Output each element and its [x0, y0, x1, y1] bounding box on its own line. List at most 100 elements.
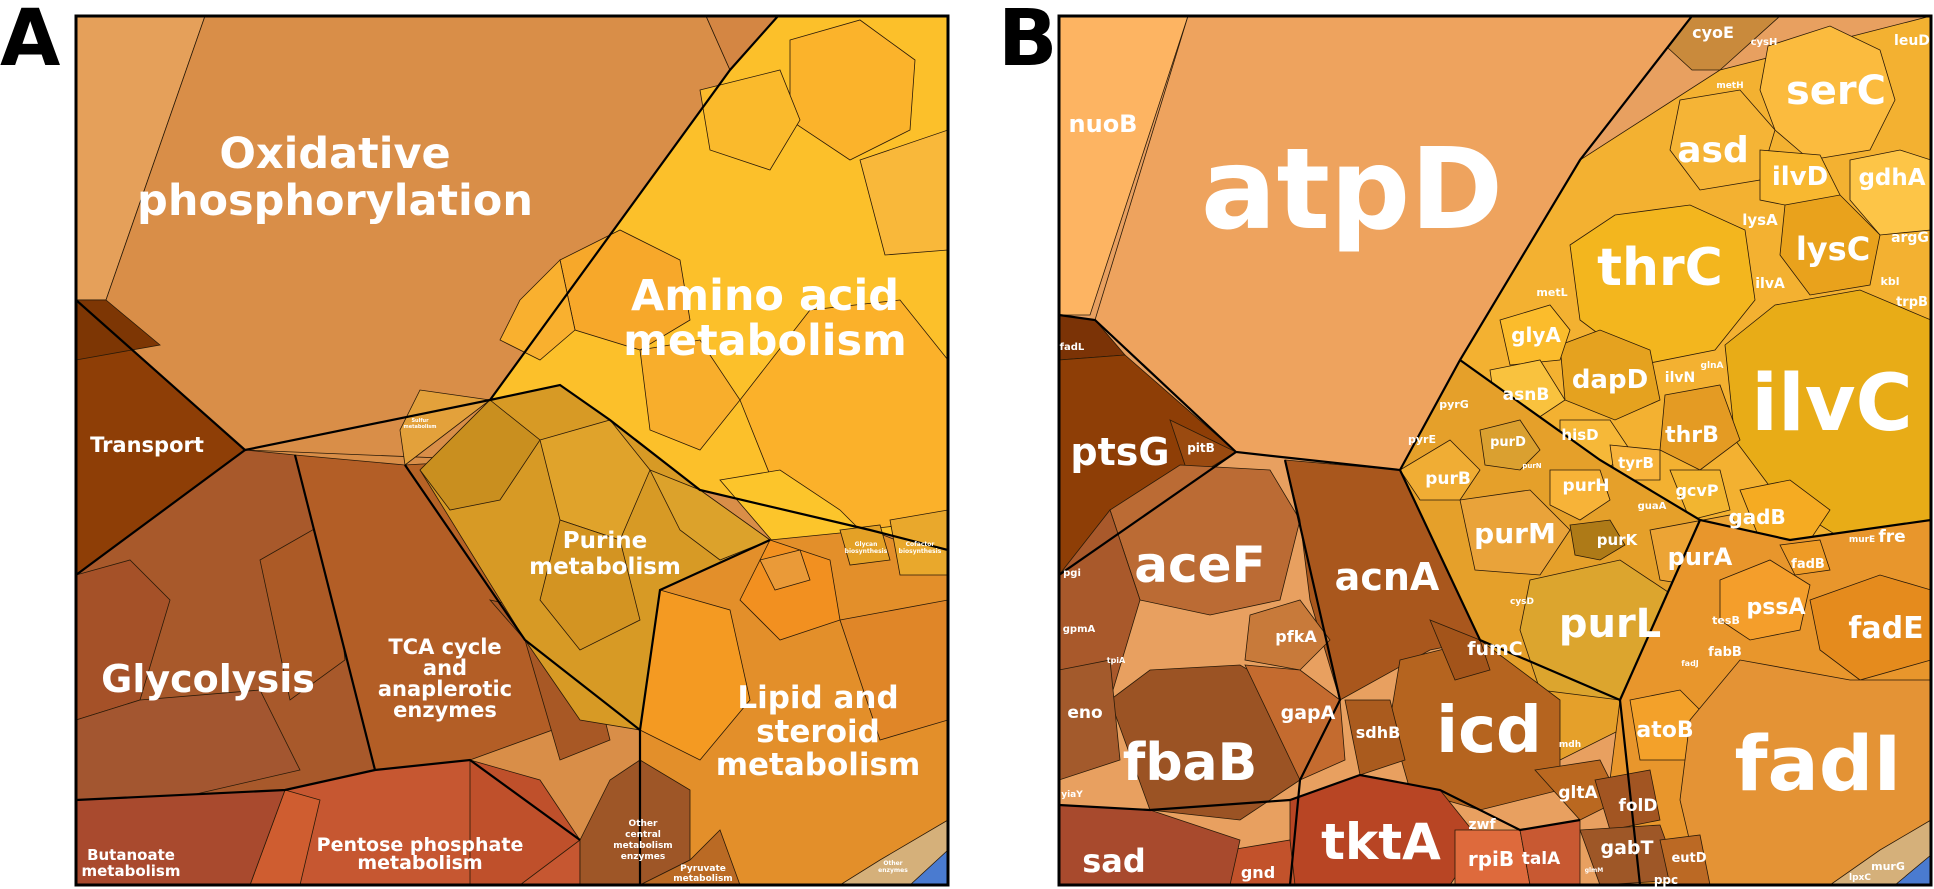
label-gcvP: gcvP [1675, 481, 1718, 500]
label-purA: purA [1668, 543, 1733, 571]
label-metL: metL [1536, 286, 1567, 299]
other-enzymes-cell [839, 819, 948, 885]
cell-purH [1549, 469, 1611, 521]
amino-cell-g [499, 259, 576, 361]
label-ilvC: ilvC [1751, 359, 1913, 449]
boundary-glyco-tca [293, 454, 377, 771]
label-glmM: glmM [1585, 867, 1604, 874]
cell-glyA [1499, 304, 1571, 366]
boundary-b-pentose [1059, 773, 1581, 832]
cell-eutD [1659, 834, 1711, 885]
label-other-enzymes-2: enzymes [878, 867, 908, 874]
label-lysC: lysC [1796, 230, 1870, 268]
lipid-cell-c [839, 599, 948, 741]
label-lipid-1: Lipid and [737, 680, 898, 716]
cell-gapA [1244, 664, 1346, 781]
label-ptsG: ptsG [1070, 430, 1169, 474]
label-cofactor-2: biosynthesis [899, 548, 942, 555]
amino-cell-b [859, 129, 948, 256]
cell-aceF [1109, 464, 1301, 616]
label-fbaB: fbaB [1123, 733, 1258, 793]
label-pyrG: pyrG [1439, 398, 1469, 411]
label-other-central-2: central [625, 830, 661, 840]
label-gpmA: gpmA [1063, 624, 1096, 635]
cell-gcvP [1669, 469, 1731, 521]
label-purM: purM [1474, 517, 1556, 550]
label-trpB: trpB [1896, 295, 1928, 310]
label-argG: argG [1891, 230, 1929, 246]
label-pyruvate-2: metabolism [673, 874, 732, 884]
lipid-cell-d [759, 549, 811, 591]
glycolysis-cell-a [76, 559, 171, 721]
boundary-purine-lipid [638, 538, 771, 885]
cell-eno [1059, 659, 1121, 781]
purine-cell-a [419, 399, 541, 511]
label-pentose-2: metabolism [357, 852, 482, 874]
label-fre: fre [1878, 527, 1905, 547]
label-other-central-3: metabolism [613, 841, 672, 851]
label-glycolysis: Glycolysis [101, 657, 315, 701]
label-fabB: fabB [1708, 645, 1742, 660]
glycan-cell [839, 524, 891, 566]
label-glycan-1: Glycan [855, 541, 878, 548]
label-tktA: tktA [1321, 813, 1441, 871]
label-transport: Transport [90, 433, 204, 457]
label-eno: eno [1067, 703, 1102, 723]
label-rpiB: rpiB [1468, 847, 1514, 871]
label-fumC: fumC [1467, 638, 1523, 660]
label-cysH: cysH [1751, 37, 1778, 48]
label-gapA: gapA [1281, 702, 1336, 724]
label-atoB: atoB [1636, 718, 1693, 743]
cell-fadI [1679, 659, 1931, 885]
other-central-cell [579, 759, 691, 885]
purine-cell-d [649, 469, 771, 561]
label-metH: metH [1716, 81, 1743, 91]
purine-cell-b [539, 419, 651, 541]
label-pfkA: pfkA [1275, 627, 1317, 646]
label-ilvN: ilvN [1665, 370, 1695, 386]
label-dapD: dapD [1572, 365, 1648, 395]
label-fadB: fadB [1791, 557, 1825, 572]
label-tca-2: and [423, 656, 467, 680]
label-tca-1: TCA cycle [388, 635, 501, 659]
label-pssA: pssA [1747, 595, 1806, 620]
label-gnd: gnd [1241, 863, 1275, 882]
label-eutD: eutD [1671, 851, 1706, 866]
label-purL: purL [1559, 601, 1661, 647]
label-misc-small-1: Sulfur [411, 418, 429, 424]
label-serC: serC [1786, 68, 1886, 114]
cell-purB [1399, 439, 1481, 501]
label-gadB: gadB [1728, 505, 1785, 529]
cell-nuoB [1059, 16, 1189, 316]
label-tesB: tesB [1712, 614, 1740, 627]
cell-serC [1759, 25, 1896, 161]
label-nuoB: nuoB [1069, 110, 1138, 138]
label-fadJ: fadJ [1681, 659, 1699, 668]
label-other-enzymes-1: Other [883, 860, 902, 867]
amino-cell-e [639, 339, 741, 451]
panel-label-b: B [998, 0, 1058, 84]
label-tpiA: tpiA [1107, 656, 1126, 665]
cell-gdhA [1849, 149, 1931, 236]
label-ilvA: ilvA [1755, 276, 1785, 292]
label-tyrB: tyrB [1618, 454, 1654, 472]
label-icd: icd [1436, 694, 1542, 768]
label-lysA: lysA [1742, 211, 1778, 229]
label-fadL: fadL [1060, 342, 1085, 353]
label-pgi: pgi [1063, 568, 1081, 579]
label-aceF: aceF [1134, 536, 1265, 594]
label-asd: asd [1677, 130, 1749, 171]
panel-b-treemap [1059, 16, 1931, 885]
cell-purK [1569, 519, 1626, 561]
label-purine-1: Purine [563, 528, 647, 554]
label-tca-4: enzymes [393, 698, 497, 722]
transport-cell-top [76, 299, 161, 361]
label-pentose-1: Pentose phosphate [317, 834, 524, 856]
label-fadE: fadE [1848, 611, 1923, 646]
cell-rpiB [1454, 829, 1531, 885]
label-purine-2: metabolism [529, 554, 681, 580]
label-glycan-2: biosynthesis [845, 548, 888, 555]
label-butanoate-1: Butanoate [87, 846, 175, 864]
cell-folD [1594, 769, 1661, 831]
boundary-b-transport [1059, 451, 1237, 576]
